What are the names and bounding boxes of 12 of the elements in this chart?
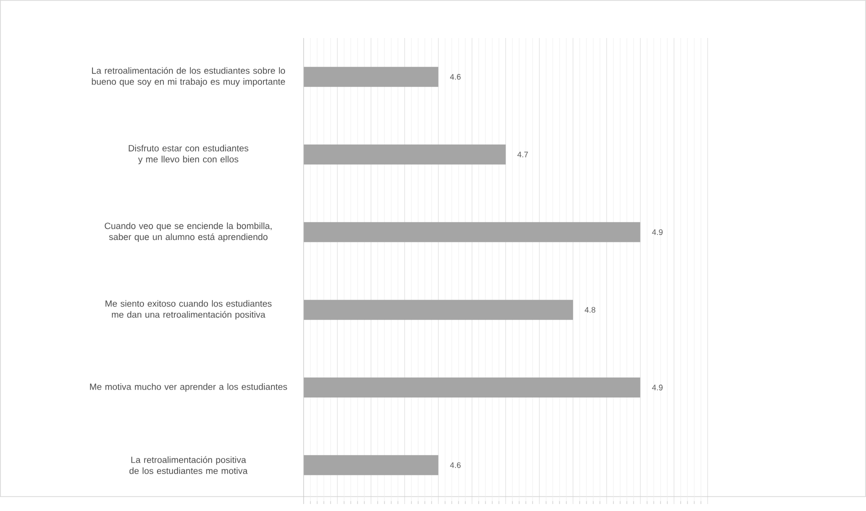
data-label: 4.8 (584, 307, 596, 313)
y-tick-label: Disfruto estar con estudiantes y me llevo bien con ellos (128, 144, 248, 164)
data-label: 4.9 (652, 384, 663, 390)
y-tick-label: Me motiva mucho ver aprender a los estudiantes (90, 383, 288, 392)
y-tick-label: Cuando veo que se enciende la bombilla, saber que un alumno está aprendiendo (104, 222, 272, 242)
y-tick-label: La retroalimentación de los estudiantes sobre lo bueno que soy en mi trabajo es muy importante (92, 67, 286, 87)
data-label: 4.6 (450, 462, 461, 468)
y-tick-label: Me siento exitoso cuando los estudiantes me dan una retroalimentación positiva (106, 300, 272, 320)
data-label: 4.9 (652, 229, 663, 236)
y-tick-label: La retroalimentación positiva de los estudiantes me motiva (129, 456, 248, 474)
data-label: 4.6 (450, 74, 461, 80)
data-label: 4.7 (517, 152, 528, 158)
